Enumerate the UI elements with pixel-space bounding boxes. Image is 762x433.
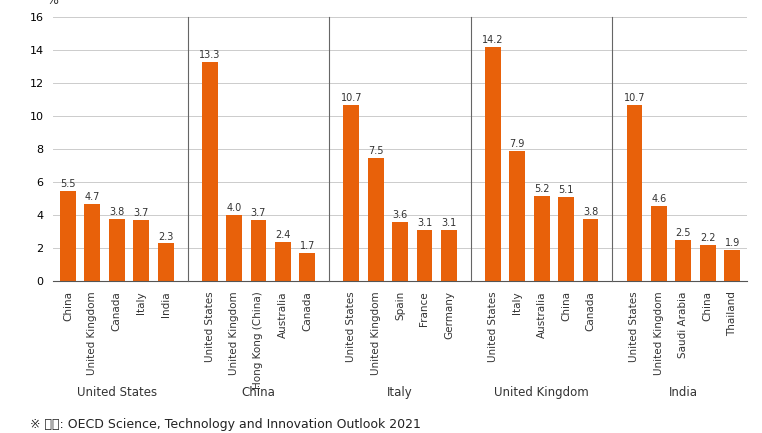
Bar (226, 216, 242, 281)
Text: 1.9: 1.9 (725, 238, 740, 248)
Text: 2.3: 2.3 (158, 232, 173, 242)
Text: 5.1: 5.1 (559, 185, 574, 195)
Text: 10.7: 10.7 (623, 93, 645, 103)
Text: 13.3: 13.3 (199, 50, 220, 60)
Bar (509, 151, 525, 281)
Bar (202, 62, 217, 281)
Bar (700, 245, 716, 281)
Bar (417, 230, 432, 281)
Text: 7.9: 7.9 (510, 139, 525, 149)
Bar (583, 219, 598, 281)
Text: 3.8: 3.8 (109, 207, 124, 217)
Text: 2.4: 2.4 (275, 230, 290, 240)
Text: 4.7: 4.7 (85, 192, 100, 202)
Text: 2.5: 2.5 (676, 228, 691, 238)
Text: 3.7: 3.7 (133, 208, 149, 218)
Bar (60, 191, 76, 281)
Bar (109, 219, 125, 281)
Text: 14.2: 14.2 (482, 35, 504, 45)
Bar (441, 230, 456, 281)
Text: 1.7: 1.7 (299, 242, 315, 252)
Text: United States: United States (77, 386, 157, 399)
Bar (85, 204, 101, 281)
Text: 4.6: 4.6 (652, 194, 667, 204)
Text: 7.5: 7.5 (368, 145, 383, 155)
Text: Italy: Italy (387, 386, 413, 399)
Text: %: % (46, 0, 59, 7)
Text: 2.2: 2.2 (700, 233, 716, 243)
Text: United Kingdom: United Kingdom (495, 386, 589, 399)
Bar (344, 105, 359, 281)
Text: China: China (242, 386, 275, 399)
Text: 3.1: 3.1 (441, 218, 456, 228)
Text: 5.5: 5.5 (60, 179, 75, 189)
Bar (675, 240, 691, 281)
Bar (368, 158, 383, 281)
Bar (558, 197, 574, 281)
Text: 10.7: 10.7 (341, 93, 362, 103)
Bar (251, 220, 267, 281)
Text: 5.2: 5.2 (534, 184, 549, 194)
Text: 3.7: 3.7 (251, 208, 266, 218)
Bar (724, 250, 740, 281)
Bar (392, 222, 408, 281)
Bar (651, 206, 667, 281)
Bar (533, 196, 549, 281)
Bar (133, 220, 149, 281)
Text: 3.8: 3.8 (583, 207, 598, 217)
Text: 3.1: 3.1 (417, 218, 432, 228)
Bar (158, 243, 174, 281)
Text: ※ 자료: OECD Science, Technology and Innovation Outlook 2021: ※ 자료: OECD Science, Technology and Innov… (30, 418, 421, 431)
Bar (299, 253, 315, 281)
Text: India: India (669, 386, 698, 399)
Text: 4.0: 4.0 (226, 204, 242, 213)
Bar (485, 47, 501, 281)
Bar (626, 105, 642, 281)
Bar (275, 242, 291, 281)
Text: 3.6: 3.6 (392, 210, 408, 220)
